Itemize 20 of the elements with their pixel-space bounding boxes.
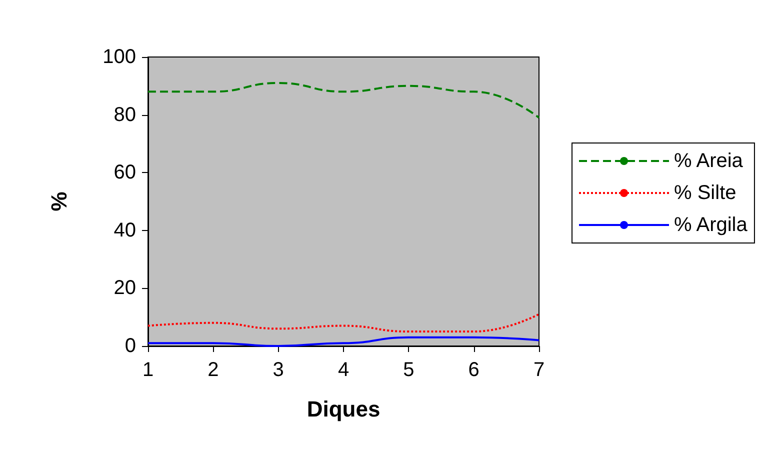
x-tick-label: 2 <box>208 359 219 381</box>
x-axis-title: Diques <box>306 396 380 422</box>
line-series <box>147 313 540 333</box>
y-tick-label: 100 <box>102 46 136 68</box>
x-tick-label: 7 <box>533 359 545 381</box>
x-tick-label: 3 <box>272 359 284 381</box>
y-tick-label: 0 <box>124 335 136 357</box>
x-tick-label: 1 <box>142 359 154 381</box>
y-axis-title: % <box>46 192 72 212</box>
legend-label: % Silte <box>674 182 736 204</box>
y-tick-label: 60 <box>114 162 136 184</box>
line-series <box>147 82 540 119</box>
y-tick-label: 80 <box>114 104 136 126</box>
y-tick-label: 40 <box>114 219 136 242</box>
legend-label: % Areia <box>674 150 744 172</box>
x-tick-label: 6 <box>468 359 480 381</box>
x-tick-label: 4 <box>338 359 350 381</box>
x-tick-label: 5 <box>403 359 414 381</box>
legend-label: % Argila <box>674 214 748 236</box>
y-tick-label: 20 <box>114 277 136 300</box>
